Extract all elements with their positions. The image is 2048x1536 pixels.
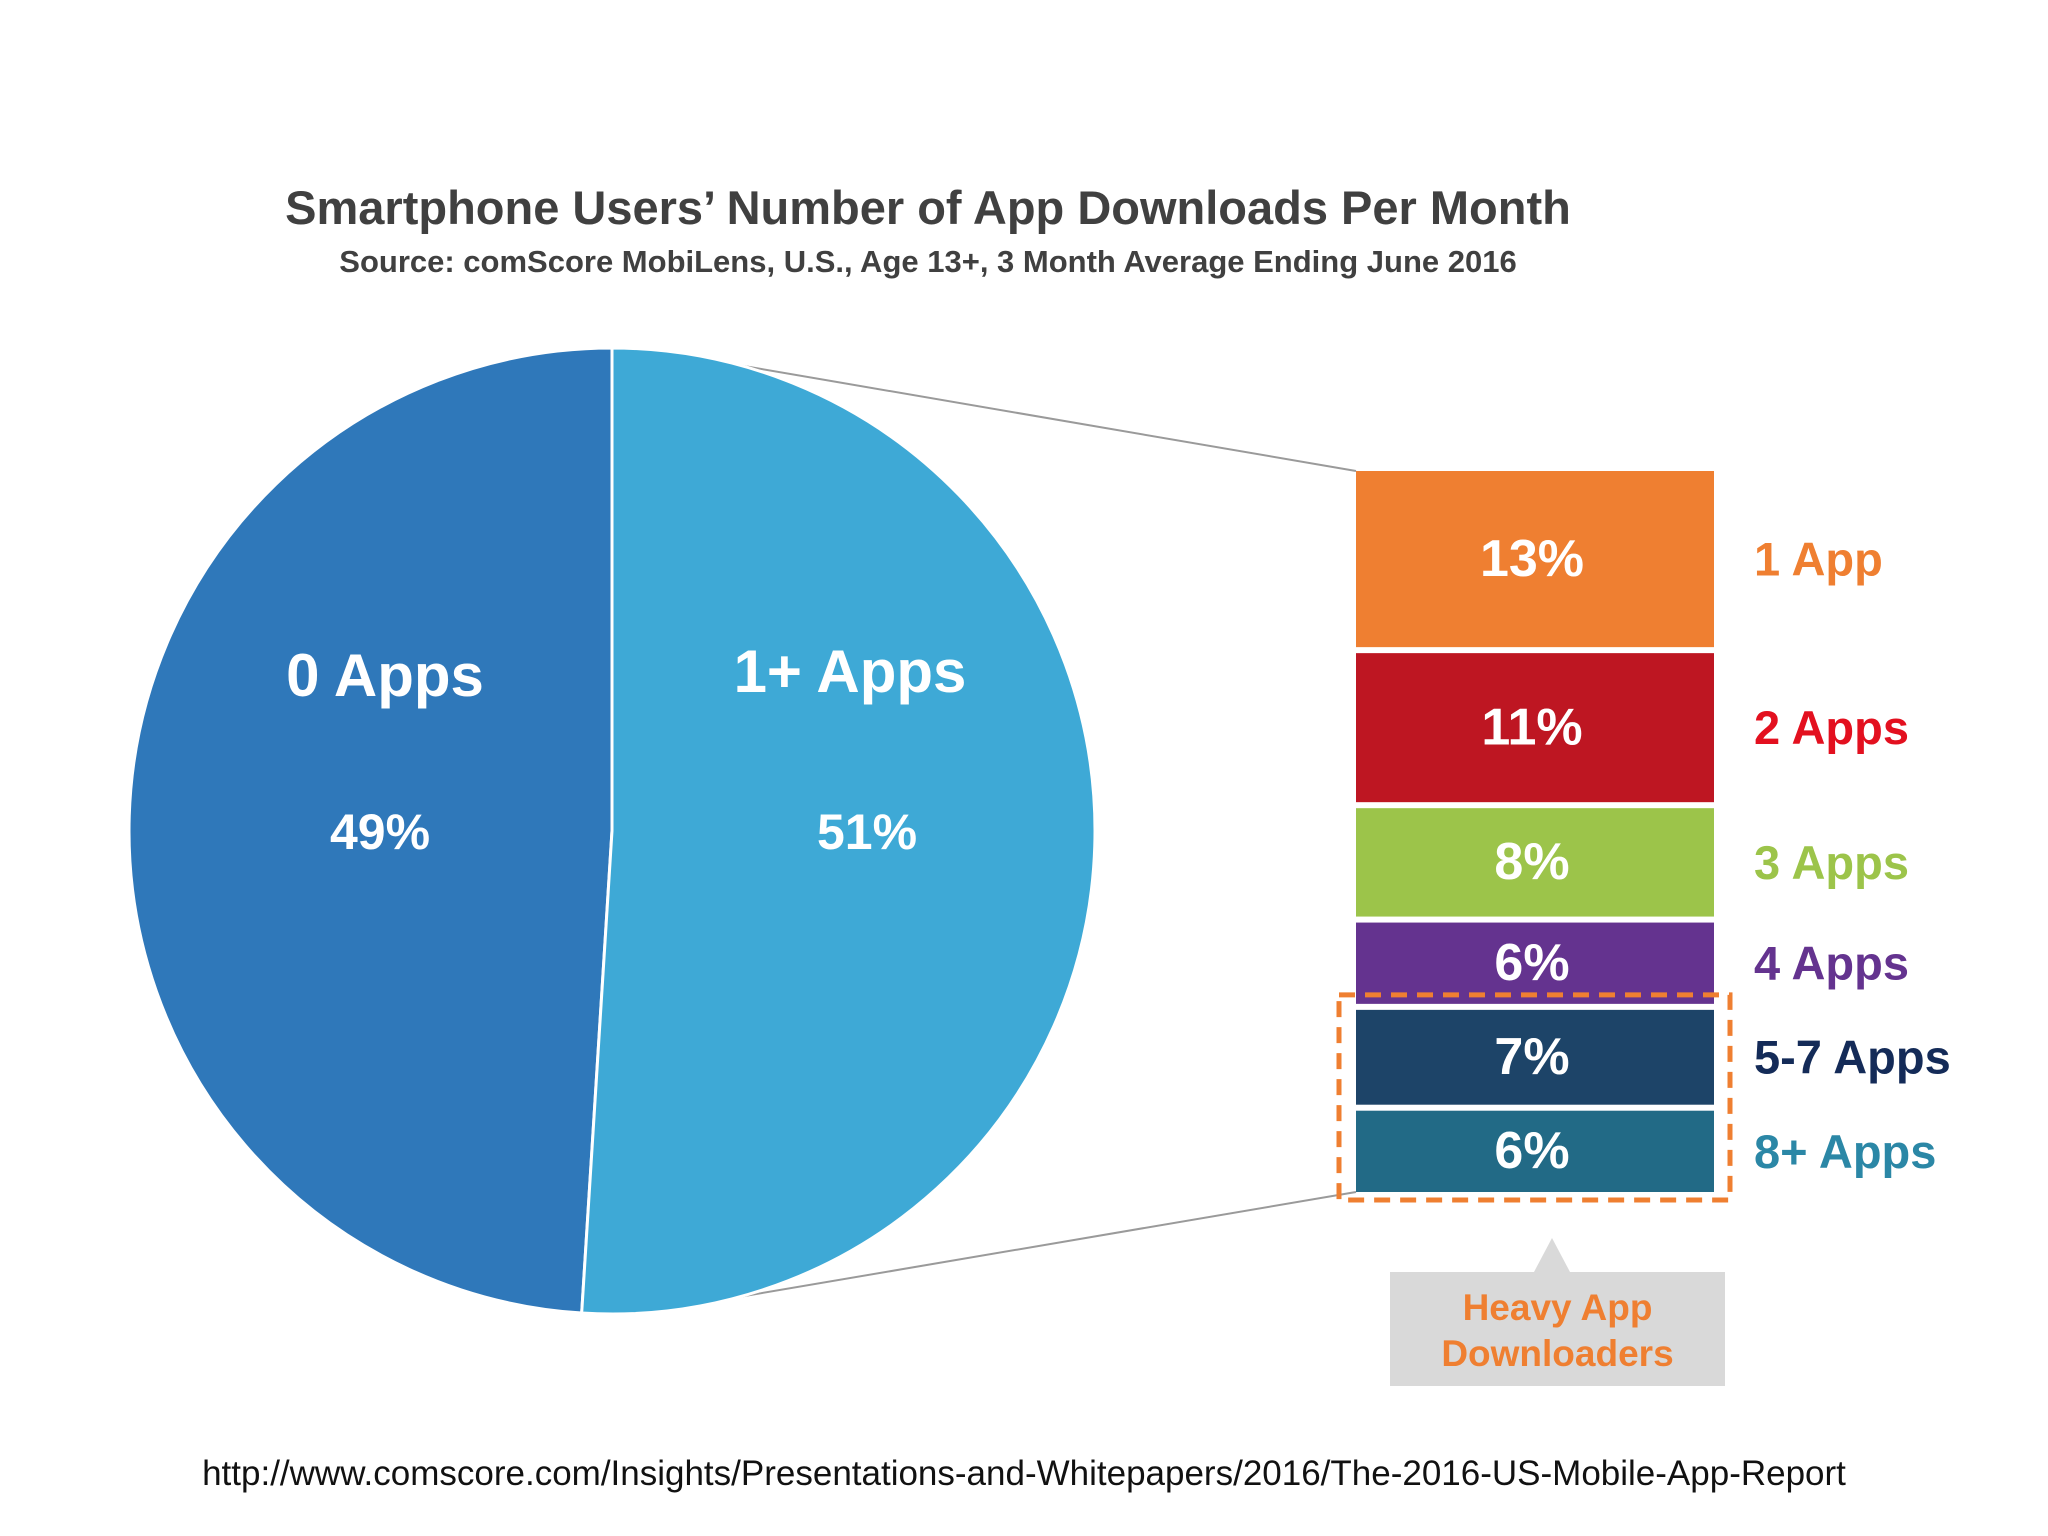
bar-category-label: 8+ Apps	[1754, 1125, 1936, 1178]
heavy-downloaders-outline	[1336, 992, 1733, 1203]
callout-pointer	[1534, 1238, 1570, 1272]
bar-segment	[1356, 922, 1714, 1004]
bar-category-label: 3 Apps	[1754, 836, 1909, 889]
pie-slice-0-apps	[127, 346, 614, 1315]
bar-value-label: 6%	[1494, 1122, 1569, 1180]
bar-segment	[1356, 653, 1714, 803]
bar-value-label: 13%	[1480, 530, 1584, 588]
pie-value-label: 51%	[817, 804, 917, 860]
bar-segment	[1356, 808, 1714, 917]
bar-category-label: 2 Apps	[1754, 701, 1909, 754]
pie-label: 1+ Apps	[734, 638, 967, 705]
bar-segment	[1356, 471, 1714, 648]
callout-box	[1390, 1272, 1725, 1386]
bar-value-label: 8%	[1494, 833, 1569, 891]
pie-slice-1-apps	[580, 346, 1097, 1316]
bar-segment	[1356, 1110, 1714, 1192]
pie-label: 0 Apps	[286, 642, 484, 709]
source-url: http://www.comscore.com/Insights/Present…	[202, 1454, 1846, 1493]
bar-value-label: 7%	[1494, 1028, 1569, 1086]
bar-value-label: 11%	[1481, 698, 1582, 756]
pie-value-label: 49%	[330, 804, 430, 860]
bar-segment	[1356, 1009, 1714, 1105]
chart-subtitle: Source: comScore MobiLens, U.S., Age 13+…	[339, 244, 1517, 279]
callout-text: Heavy App	[1463, 1287, 1653, 1328]
bar-category-label: 1 App	[1754, 532, 1883, 585]
chart-title: Smartphone Users’ Number of App Download…	[285, 181, 1571, 234]
bar-category-label: 5-7 Apps	[1754, 1031, 1951, 1084]
bar-category-label: 4 Apps	[1754, 937, 1909, 990]
leader-line-bottom	[645, 1191, 1357, 1314]
leader-line-top	[645, 348, 1357, 472]
callout-text: Downloaders	[1441, 1333, 1673, 1374]
bar-value-label: 6%	[1494, 934, 1569, 992]
